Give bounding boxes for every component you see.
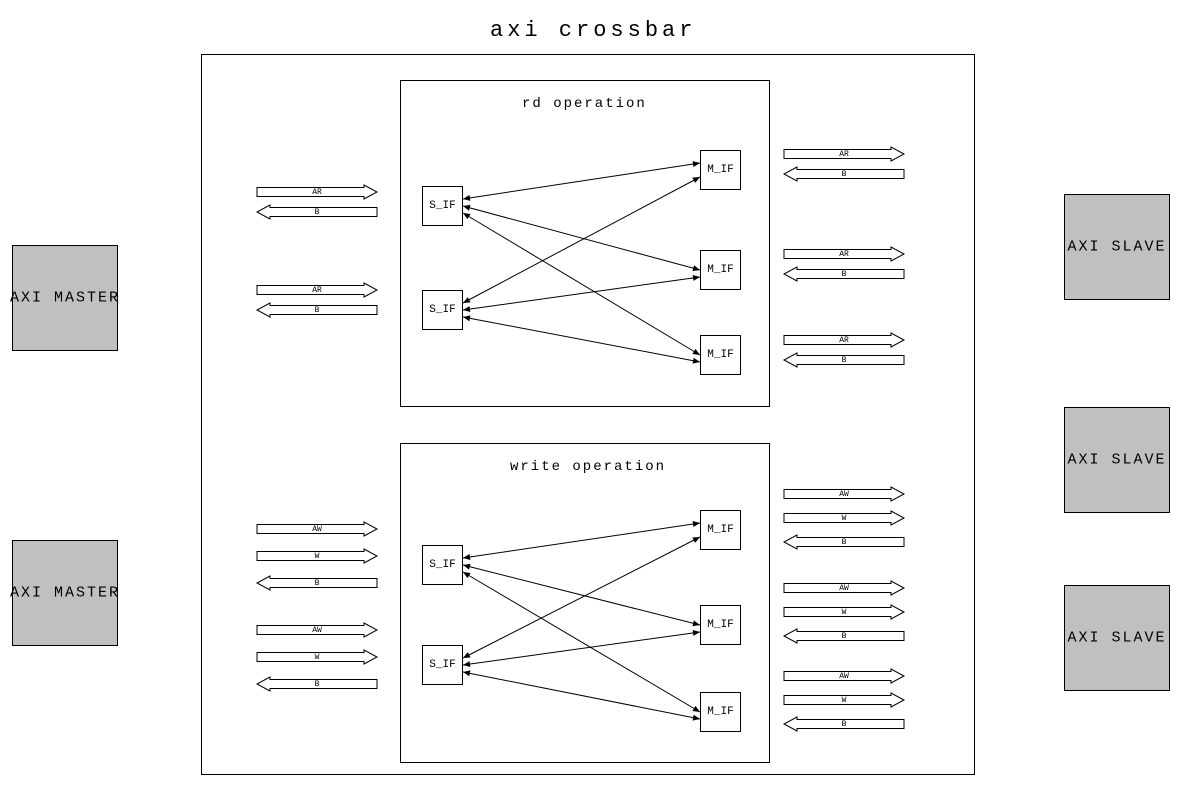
axi-slave-0: AXI SLAVE [1064,194,1170,300]
wr-sif-1-label: S_IF [429,659,455,671]
rd-op-title: rd operation [522,96,647,112]
rd-mif-1-label: M_IF [707,264,733,276]
axi-slave-2-label: AXI SLAVE [1067,630,1166,647]
rd-mif-0-label: M_IF [707,164,733,176]
axi-slave-0-label: AXI SLAVE [1067,239,1166,256]
rd-mif-0: M_IF [700,150,741,190]
rd-mif-2: M_IF [700,335,741,375]
rd-sif-0: S_IF [422,186,463,226]
rd-sif-0-label: S_IF [429,200,455,212]
rd-sif-1-label: S_IF [429,304,455,316]
rd-mif-2-label: M_IF [707,349,733,361]
axi-slave-2: AXI SLAVE [1064,585,1170,691]
main-title: axi crossbar [490,18,696,43]
wr-mif-0-label: M_IF [707,524,733,536]
axi-slave-1-label: AXI SLAVE [1067,452,1166,469]
wr-sif-0: S_IF [422,545,463,585]
wr-sif-0-label: S_IF [429,559,455,571]
axi-master-1-label: AXI MASTER [10,585,120,602]
axi-slave-1: AXI SLAVE [1064,407,1170,513]
wr-mif-2: M_IF [700,692,741,732]
axi-master-0-label: AXI MASTER [10,290,120,307]
axi-master-0: AXI MASTER [12,245,118,351]
wr-mif-1: M_IF [700,605,741,645]
wr-sif-1: S_IF [422,645,463,685]
wr-mif-1-label: M_IF [707,619,733,631]
wr-op-title: write operation [510,459,666,475]
wr-mif-0: M_IF [700,510,741,550]
axi-master-1: AXI MASTER [12,540,118,646]
rd-sif-1: S_IF [422,290,463,330]
wr-mif-2-label: M_IF [707,706,733,718]
rd-mif-1: M_IF [700,250,741,290]
